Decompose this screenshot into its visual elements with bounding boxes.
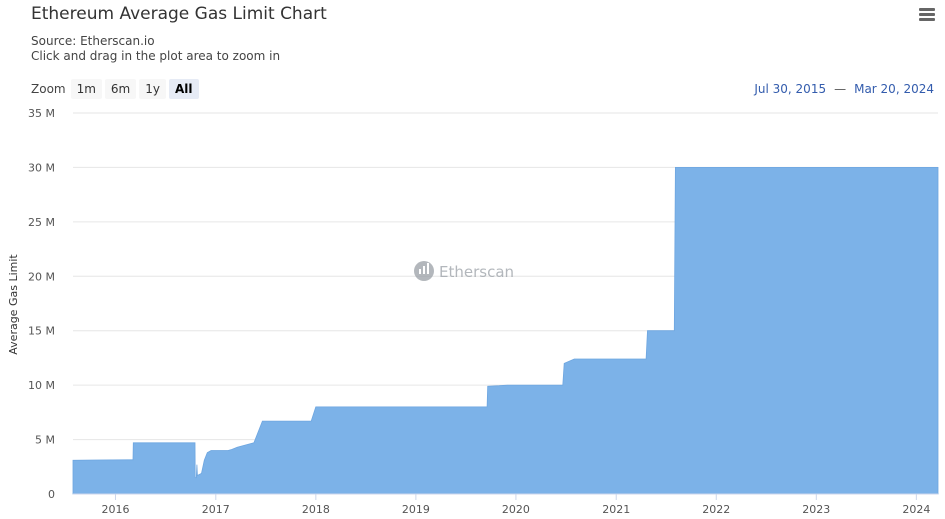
x-tick-label: 2020 bbox=[502, 503, 530, 516]
range-to[interactable]: Mar 20, 2024 bbox=[854, 82, 934, 96]
x-tick-label: 2016 bbox=[101, 503, 129, 516]
etherscan-logo-bar bbox=[427, 263, 429, 274]
y-tick-label: 10 M bbox=[28, 379, 55, 392]
y-axis-label: Average Gas Limit bbox=[7, 254, 20, 355]
x-tick-label: 2019 bbox=[402, 503, 430, 516]
chart-source: Source: Etherscan.io bbox=[31, 34, 155, 48]
x-tick-label: 2022 bbox=[702, 503, 730, 516]
range-separator: — bbox=[834, 82, 847, 96]
zoom-1y-button[interactable]: 1y bbox=[139, 79, 166, 99]
y-tick-label: 20 M bbox=[28, 270, 55, 283]
zoom-hint: Click and drag in the plot area to zoom … bbox=[31, 49, 281, 63]
y-tick-label: 30 M bbox=[28, 161, 55, 174]
x-tick-label: 2017 bbox=[202, 503, 230, 516]
etherscan-logo-bar bbox=[419, 269, 421, 274]
x-tick-label: 2023 bbox=[802, 503, 830, 516]
gas-limit-area-series[interactable] bbox=[72, 167, 939, 495]
zoom-6m-button[interactable]: 6m bbox=[104, 79, 137, 99]
y-tick-label: 25 M bbox=[28, 216, 55, 229]
zoom-all-button[interactable]: All bbox=[169, 79, 199, 99]
watermark-text: Etherscan bbox=[439, 263, 514, 281]
date-range: Jul 30, 2015 — Mar 20, 2024 bbox=[754, 82, 934, 96]
etherscan-watermark: Etherscan bbox=[414, 261, 514, 281]
hamburger-menu-icon[interactable] bbox=[919, 8, 935, 22]
zoom-controls: Zoom 1m 6m 1y All bbox=[31, 79, 199, 99]
range-from[interactable]: Jul 30, 2015 bbox=[754, 82, 827, 96]
y-tick-label: 15 M bbox=[28, 325, 55, 338]
x-tick-label: 2024 bbox=[902, 503, 930, 516]
x-tick-label: 2018 bbox=[302, 503, 330, 516]
zoom-1m-button[interactable]: 1m bbox=[70, 79, 102, 99]
x-tick-label: 2021 bbox=[602, 503, 630, 516]
y-tick-label: 0 bbox=[48, 488, 55, 501]
etherscan-logo-bar bbox=[423, 266, 425, 274]
y-tick-label: 5 M bbox=[35, 434, 55, 447]
chart-title: Ethereum Average Gas Limit Chart bbox=[31, 4, 327, 24]
y-tick-label: 35 M bbox=[28, 107, 55, 120]
zoom-label: Zoom bbox=[31, 82, 66, 96]
